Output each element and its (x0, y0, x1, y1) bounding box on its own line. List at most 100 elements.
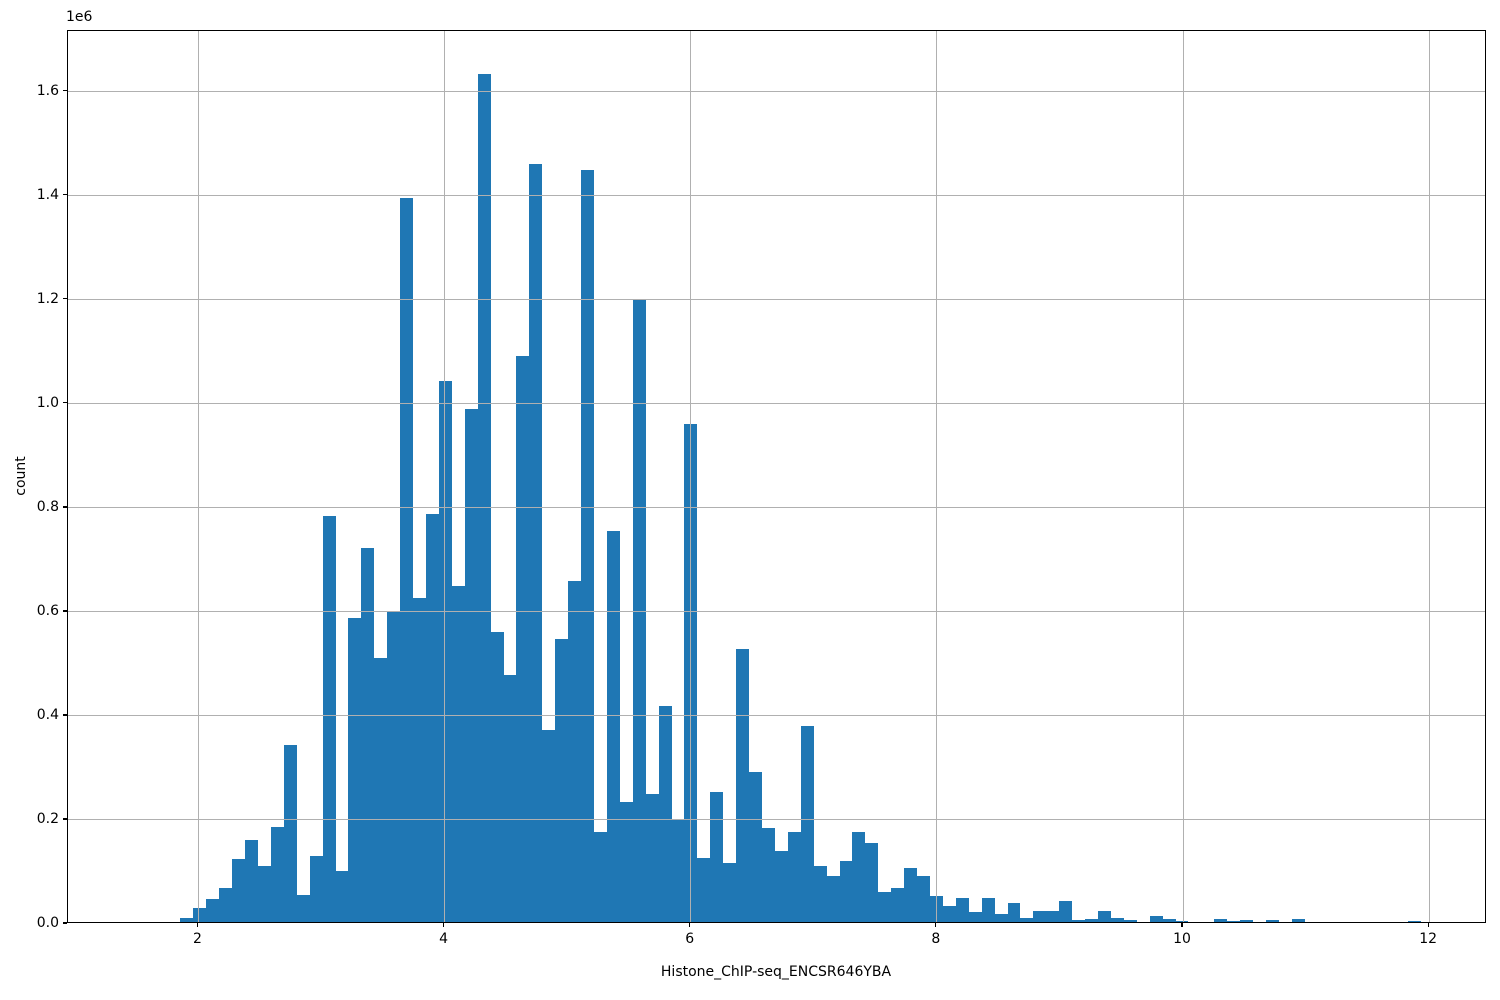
x-tick-mark (442, 923, 445, 927)
histogram-bar (1020, 917, 1034, 922)
x-gridline (1428, 31, 1430, 922)
y-gridline (68, 91, 1485, 93)
histogram-bar (826, 876, 840, 922)
x-gridline (690, 31, 692, 922)
histogram-bar (904, 867, 918, 922)
histogram-bar (723, 863, 737, 922)
histogram-bar (955, 898, 969, 922)
histogram-bar (619, 801, 633, 922)
x-gridline (1182, 31, 1184, 922)
histogram-bar (1291, 918, 1305, 922)
x-tick-label: 4 (439, 931, 449, 947)
y-axis-label: count (13, 456, 29, 496)
histogram-bar (283, 744, 297, 922)
y-tick-mark (63, 298, 67, 300)
histogram-bar (309, 856, 323, 922)
histogram-bar (1059, 901, 1073, 922)
histogram-bar (645, 794, 659, 922)
histogram-bars-layer (68, 31, 1485, 922)
histogram-bar (968, 912, 982, 922)
histogram-bar (245, 839, 259, 922)
y-tick-mark (63, 610, 67, 612)
y-gridline (68, 403, 1485, 405)
histogram-bar (994, 914, 1008, 922)
histogram-bar (206, 899, 220, 922)
x-gridline (197, 31, 199, 922)
histogram-bar (852, 831, 866, 922)
histogram-bar (1085, 918, 1098, 922)
histogram-bar (942, 905, 956, 922)
x-tick-mark (1181, 923, 1183, 927)
histogram-bar (1072, 919, 1086, 922)
y-tick-label: 0.2 (36, 810, 59, 827)
histogram-bar (1097, 911, 1111, 922)
histogram-bar (891, 888, 905, 922)
histogram-bar (193, 908, 207, 922)
histogram-bar (697, 858, 711, 922)
histogram-bar (1033, 911, 1047, 922)
y-tick-label: 1.2 (36, 290, 59, 307)
y-tick-label: 1.4 (36, 186, 59, 203)
histogram-bar (258, 865, 271, 922)
histogram-bar (658, 706, 672, 922)
histogram-bar (1162, 918, 1176, 922)
histogram-bar (581, 169, 594, 922)
histogram-bar (1175, 920, 1189, 922)
histogram-bar (1240, 919, 1254, 922)
y-gridline (68, 715, 1485, 717)
histogram-bar (749, 771, 762, 922)
histogram-bar (464, 409, 478, 922)
x-tick-label: 6 (685, 931, 695, 947)
y-tick-mark (63, 194, 67, 196)
histogram-bar (800, 725, 814, 922)
histogram-bar (710, 791, 724, 922)
histogram-bar (1046, 911, 1060, 922)
histogram-bar (865, 842, 879, 922)
y-gridline (68, 195, 1485, 197)
y-tick-mark (63, 90, 67, 92)
histogram-bar (387, 611, 401, 922)
histogram-bar (594, 831, 607, 922)
histogram-bar (878, 892, 892, 922)
histogram-bar (490, 631, 504, 922)
x-axis-label: Histone_ChIP-seq_ENCSR646YBA (660, 964, 892, 980)
histogram-bar (180, 917, 194, 922)
y-axis-offset-label: 1e6 (66, 9, 93, 25)
histogram-bar (736, 648, 750, 922)
x-tick-mark (935, 923, 937, 927)
x-tick-label: 2 (192, 931, 202, 947)
y-tick-label: 1.6 (36, 82, 59, 99)
grid-layer (68, 31, 1485, 922)
y-tick-mark (63, 922, 67, 924)
histogram-bar (503, 675, 517, 922)
histogram-bar (813, 866, 827, 922)
histogram-bar (270, 827, 284, 922)
y-tick-mark (63, 714, 67, 716)
x-gridline (936, 31, 938, 922)
histogram-bar (542, 730, 556, 922)
histogram-bar (451, 585, 465, 922)
y-tick-label: 0.6 (36, 602, 59, 619)
x-tick-label: 12 (1419, 931, 1438, 947)
histogram-bar (335, 870, 349, 922)
histogram-bar (413, 597, 426, 922)
x-tick-mark (1427, 923, 1429, 927)
y-gridline (68, 819, 1485, 821)
histogram-bar (1408, 920, 1422, 922)
histogram-bar (1110, 917, 1124, 922)
histogram-bar (348, 618, 362, 922)
histogram-bar (787, 832, 801, 922)
y-gridline (68, 611, 1485, 613)
x-tick-mark (196, 923, 199, 927)
y-tick-label: 0.4 (36, 706, 59, 723)
histogram-bar (1007, 903, 1021, 922)
y-tick-mark (63, 506, 67, 508)
histogram-bar (374, 657, 388, 922)
y-gridline (68, 507, 1485, 509)
histogram-bar (1149, 915, 1163, 922)
y-gridline (68, 299, 1485, 301)
histogram-bar (219, 887, 233, 922)
histogram-bar (555, 639, 569, 922)
y-tick-mark (63, 818, 67, 820)
